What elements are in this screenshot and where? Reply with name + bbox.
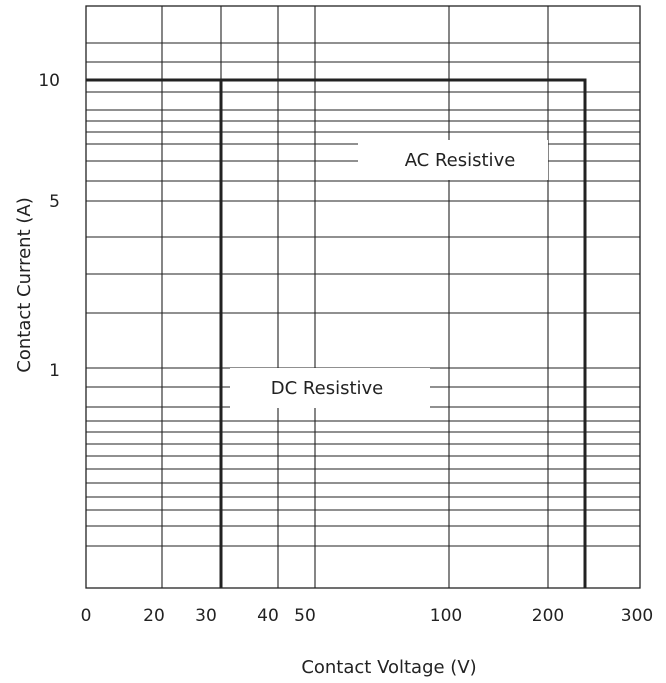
x-tick-label: 300 — [621, 606, 653, 626]
region-labels: AC Resistive DC Resistive — [230, 140, 548, 408]
dc-resistive-label: DC Resistive — [271, 378, 383, 399]
x-tick-label: 100 — [430, 606, 462, 626]
x-axis: 0 20 30 40 50 100 200 300 Contact Voltag… — [81, 606, 654, 678]
rating-curves — [86, 78, 587, 588]
x-tick-label: 50 — [294, 606, 316, 626]
plot-frame — [85, 5, 641, 589]
grid — [86, 6, 640, 588]
ac-resistive-label: AC Resistive — [405, 150, 516, 171]
x-tick-label: 30 — [195, 606, 217, 626]
x-tick-label: 200 — [532, 606, 564, 626]
x-axis-title: Contact Voltage (V) — [301, 657, 476, 678]
y-tick-label: 1 — [49, 361, 60, 381]
dc-resistive-curve — [86, 78, 223, 588]
x-tick-label: 40 — [257, 606, 279, 626]
dc-label-background — [230, 368, 430, 408]
ac-label-background — [358, 140, 548, 180]
x-tick-label: 20 — [143, 606, 165, 626]
y-tick-label: 5 — [49, 192, 60, 212]
ac-resistive-curve — [86, 78, 587, 588]
y-axis-title: Contact Current (A) — [14, 197, 35, 372]
y-tick-label: 10 — [38, 71, 60, 91]
y-axis: 10 5 1 Contact Current (A) — [14, 71, 60, 381]
x-tick-label: 0 — [81, 606, 92, 626]
